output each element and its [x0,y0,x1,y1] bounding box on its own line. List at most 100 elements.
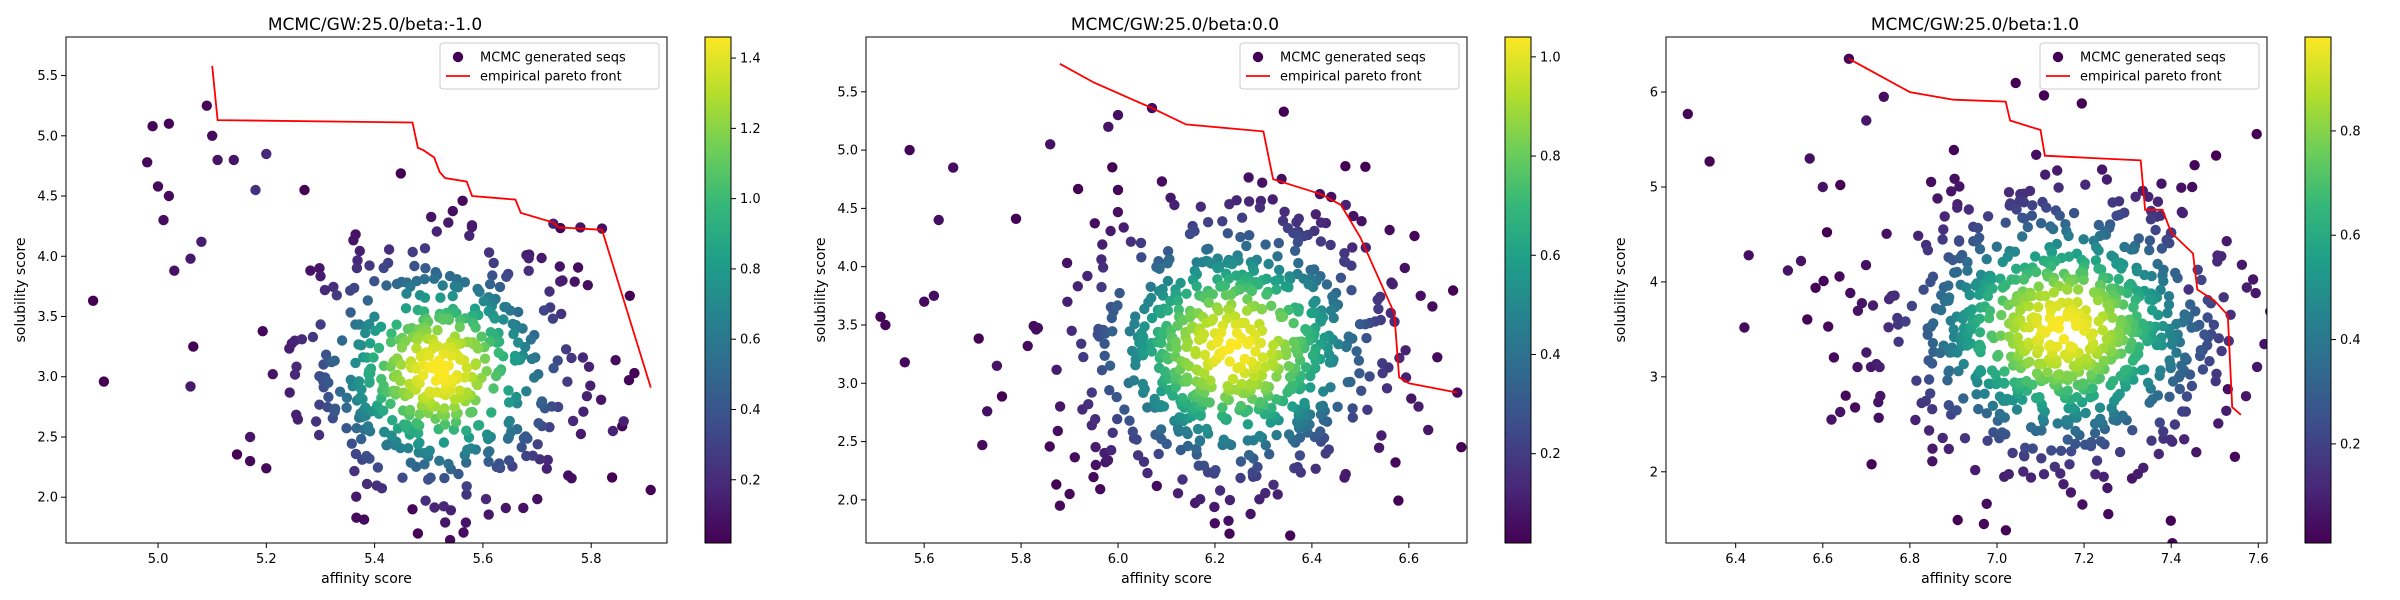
data-point [2153,448,2164,460]
data-point [2204,356,2215,367]
data-point [2036,425,2047,436]
data-point [2208,319,2220,330]
subplot-beta-1: MCMC/GW:25.0/beta:1.0 6.4 6.6 6.8 7.0 7.2 7.4… [1613,15,2361,587]
data-point [244,455,256,467]
data-point [1222,381,1233,392]
data-point [2024,356,2035,367]
data-point [1275,311,1287,323]
data-point [2158,426,2169,437]
data-point [169,265,180,276]
data-point [2077,499,2088,510]
data-point [996,391,1008,402]
data-point [2040,290,2051,302]
data-point [1184,228,1196,240]
data-point [491,370,502,382]
data-point [2070,425,2081,437]
data-point [440,517,451,528]
data-point [452,282,464,293]
data-point [1076,338,1087,349]
data-point [904,144,915,156]
data-point [1287,379,1298,391]
colorbar-tick-label: 0.2 [2340,437,2361,452]
data-point [2107,197,2118,208]
data-point [2174,383,2185,395]
data-point [982,406,993,417]
data-point [2078,234,2089,245]
data-point [499,301,510,313]
data-point [334,386,346,397]
data-point [1927,443,1938,454]
data-point [2187,181,2198,193]
data-point [1253,279,1264,290]
data-point [461,425,472,436]
data-point [1362,404,1373,415]
data-point [1292,237,1303,248]
y-tick-label: 2.0 [37,491,58,506]
data-point [554,261,565,272]
data-point [1308,298,1319,309]
data-point [1861,347,1872,358]
data-point [1360,161,1371,172]
data-point [560,344,572,355]
data-point [2116,263,2127,274]
legend-label-line: empirical pareto front [480,70,622,85]
data-point [1177,392,1188,404]
data-point [2146,435,2157,446]
data-point [2221,236,2232,247]
data-point [1996,309,2007,321]
data-point [525,334,537,345]
data-point [1107,162,1118,173]
data-point [1373,303,1384,315]
data-point [2062,385,2073,396]
y-tick-label: 4.5 [37,190,58,205]
data-point [257,326,268,337]
data-point [1124,415,1135,426]
data-point [360,327,371,339]
plot-area [66,37,667,543]
data-point [2093,219,2104,231]
data-point [1943,400,1954,411]
data-point [494,458,505,469]
data-point [2196,274,2207,286]
data-point [201,100,212,111]
x-axis-label: affinity score [321,571,412,587]
data-point [1162,305,1174,316]
data-point [880,319,891,331]
data-point [1889,290,1900,301]
data-point [1119,404,1130,415]
data-point [2164,238,2175,249]
data-point [1229,311,1241,322]
data-point [450,416,462,428]
data-point [2054,369,2065,380]
data-point [381,280,392,291]
data-point [1802,314,1813,325]
data-point [1845,287,1856,299]
data-point [1875,390,1886,402]
data-point [1064,488,1075,500]
y-tick-label: 5.5 [837,85,858,100]
data-point [1142,467,1153,479]
data-point [336,335,348,346]
data-point [1089,218,1100,229]
data-point [431,226,442,237]
data-point [1893,336,1904,347]
data-point [1051,364,1062,375]
colorbar-tick-label: 0.6 [740,333,761,348]
data-point [1177,474,1188,485]
data-point [2186,380,2198,392]
y-tick-label: 2.5 [37,430,58,445]
data-point [536,252,547,264]
data-point [2229,451,2241,462]
data-point [1982,291,1994,302]
data-point [1834,271,1845,282]
data-point [1103,121,1114,132]
data-point [1135,237,1147,249]
data-point [1283,361,1294,372]
data-point [1235,361,1246,373]
data-point [1096,254,1107,265]
data-point [2080,407,2091,419]
data-point [371,480,382,491]
data-point [2093,263,2104,274]
data-point [2058,333,2070,345]
data-point [1090,414,1101,425]
